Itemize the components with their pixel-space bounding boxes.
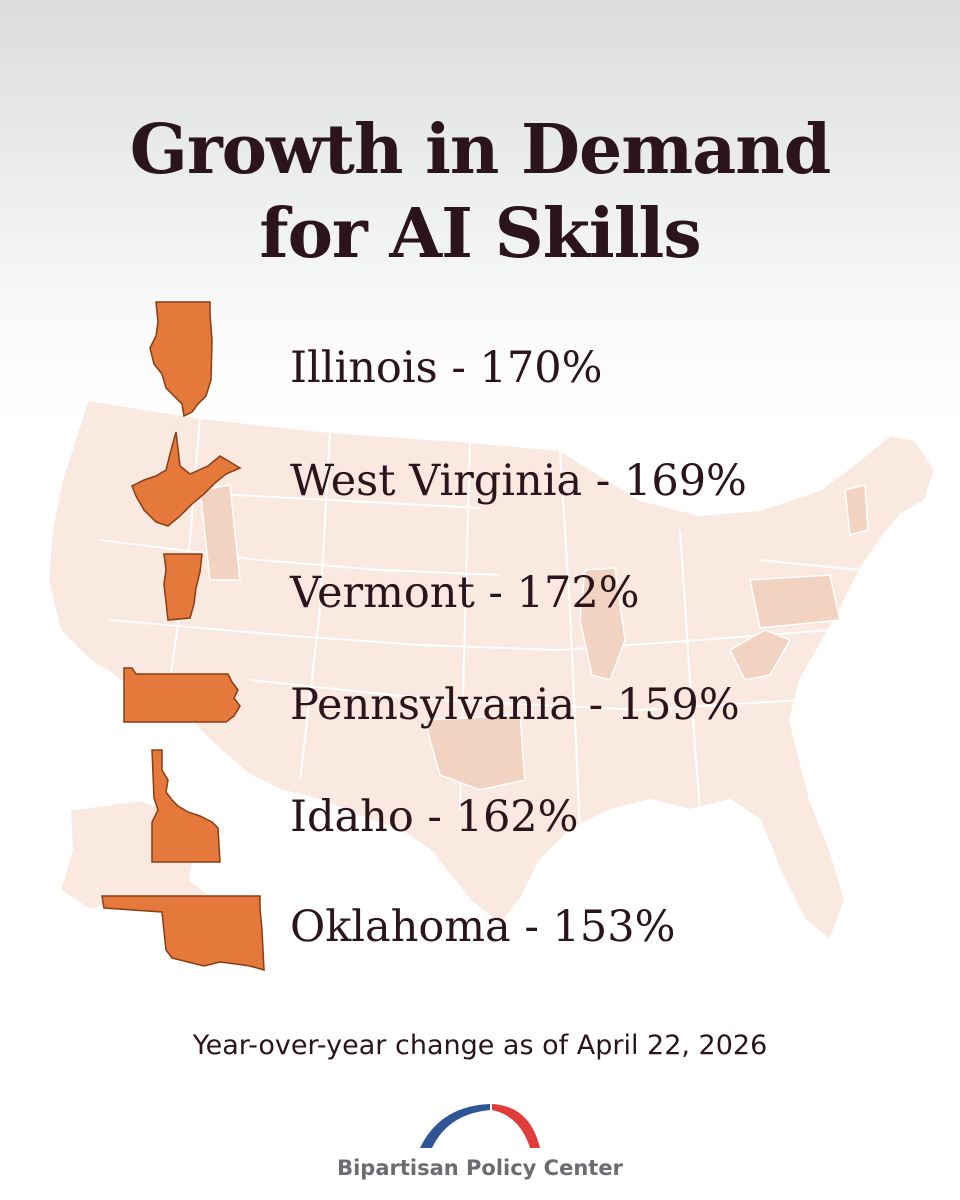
row-label-illinois: Illinois - 170% xyxy=(290,343,603,393)
row-label-idaho: Idaho - 162% xyxy=(290,792,579,842)
title-line-2: for AI Skills xyxy=(259,194,701,274)
row-label-pennsylvania: Pennsylvania - 159% xyxy=(290,680,740,730)
vermont-shape xyxy=(163,553,203,621)
row-label-west-virginia: West Virginia - 169% xyxy=(290,456,747,506)
bpc-logo-icon xyxy=(420,1104,540,1148)
pennsylvania-shape xyxy=(123,667,241,723)
us-map-background xyxy=(46,398,937,942)
oklahoma-shape xyxy=(101,895,265,972)
logo-text: Bipartisan Policy Center xyxy=(337,1156,623,1180)
illinois-shape xyxy=(149,301,213,418)
row-label-vermont: Vermont - 172% xyxy=(290,568,640,618)
page-title: Growth in Demand for AI Skills xyxy=(0,108,960,276)
footnote: Year-over-year change as of April 22, 20… xyxy=(192,1030,768,1061)
idaho-shape xyxy=(151,749,221,863)
row-label-oklahoma: Oklahoma - 153% xyxy=(290,902,676,952)
title-line-1: Growth in Demand xyxy=(129,110,831,190)
west-virginia-shape xyxy=(131,431,242,527)
